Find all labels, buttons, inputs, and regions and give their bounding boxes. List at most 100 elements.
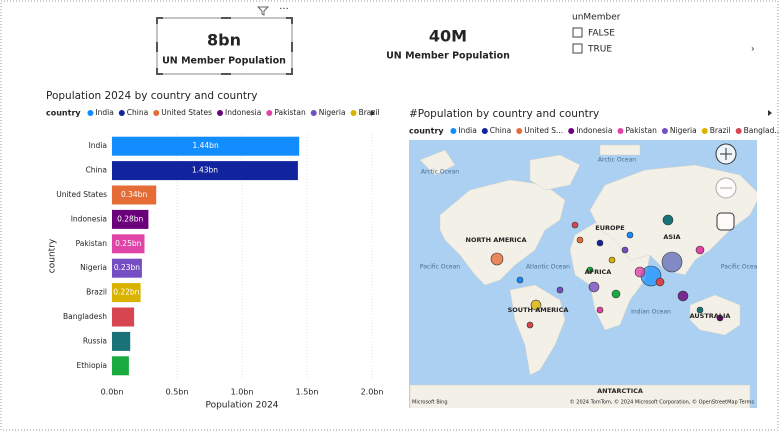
map[interactable]: Arctic Ocean Arctic Ocean NORTH AMERICA EUR… xyxy=(409,140,761,410)
legend-marker xyxy=(450,128,457,134)
map-label: NORTH AMERICA xyxy=(466,236,527,244)
map-label: SOUTH AMERICA xyxy=(508,306,569,314)
slicer-option[interactable]: TRUE xyxy=(587,45,612,55)
legend-label: China xyxy=(127,108,148,117)
legend-marker xyxy=(217,110,224,116)
more-icon[interactable]: ··· xyxy=(279,4,289,15)
legend-marker xyxy=(153,110,160,116)
card-frame[interactable] xyxy=(156,17,293,75)
y-tick-label: Pakistan xyxy=(76,239,108,248)
legend-marker xyxy=(516,128,523,134)
legend-label: India xyxy=(458,126,476,135)
y-tick-label: United States xyxy=(56,190,107,199)
legend-marker xyxy=(701,128,708,134)
x-tick-label: 1.0bn xyxy=(231,388,254,397)
map-title: #Population by country and country xyxy=(409,108,599,120)
slicer-title: unMember xyxy=(572,13,621,23)
bar xyxy=(112,331,131,351)
card-label: UN Member Population xyxy=(386,51,510,62)
y-axis-title: country xyxy=(48,238,58,273)
map-label: Arctic Ocean xyxy=(598,157,636,164)
checkbox[interactable] xyxy=(572,43,583,54)
bar xyxy=(112,161,298,181)
y-tick-label: China xyxy=(86,166,107,175)
map-label: AUSTRALIA xyxy=(690,312,731,320)
map-label: Atlantic Ocean xyxy=(526,264,570,271)
bar xyxy=(112,209,149,229)
card-label: UN Member Population xyxy=(162,56,286,67)
legend-title: country xyxy=(409,127,444,136)
card-value: 40M xyxy=(429,27,467,46)
bar xyxy=(112,283,141,303)
legend-marker xyxy=(350,110,357,116)
map-label: Pacific Ocean xyxy=(420,264,460,271)
map-label: ASIA xyxy=(663,233,680,241)
map-label: Pacific Ocean xyxy=(721,264,761,271)
scroll-arrow[interactable]: › xyxy=(751,45,755,55)
legend-label: Nigeria xyxy=(319,108,346,117)
data-label: 1.43bn xyxy=(192,166,218,175)
x-tick-label: 0.5bn xyxy=(166,388,189,397)
map-label: AFRICA xyxy=(585,268,612,276)
legend-marker xyxy=(87,110,94,116)
data-label: 0.25bn xyxy=(115,239,141,248)
legend-marker xyxy=(310,110,317,116)
legend-marker xyxy=(266,110,273,116)
legend-label: India xyxy=(95,108,113,117)
legend-marker xyxy=(481,128,488,134)
bar xyxy=(112,234,145,254)
map-bubbles xyxy=(490,214,724,329)
legend-marker xyxy=(568,128,575,134)
x-tick-label: 2.0bn xyxy=(361,388,384,397)
legend-arrow[interactable] xyxy=(371,110,375,116)
card-value: 8bn xyxy=(207,31,241,50)
legend-marker xyxy=(661,128,668,134)
legend-label: United S... xyxy=(524,126,563,135)
bar xyxy=(112,185,157,205)
x-tick-label: 1.5bn xyxy=(296,388,319,397)
slicer-option[interactable]: FALSE xyxy=(588,29,615,39)
y-tick-label: Russia xyxy=(83,336,107,345)
y-tick-label: Brazil xyxy=(86,288,107,297)
x-tick-label: 0.0bn xyxy=(101,388,124,397)
legend-label: Brazil xyxy=(359,108,380,117)
land xyxy=(409,144,757,408)
bar xyxy=(112,258,142,278)
y-tick-label: Nigeria xyxy=(80,263,107,272)
data-label: 0.34bn xyxy=(121,190,147,199)
bar xyxy=(112,307,135,327)
legend-label: Indonesia xyxy=(225,108,261,117)
legend-label: Banglad... xyxy=(744,126,780,135)
y-tick-label: Indonesia xyxy=(71,214,107,223)
legend-label: China xyxy=(490,126,511,135)
legend-label: United States xyxy=(161,108,212,117)
bar xyxy=(112,356,129,376)
legend-title: country xyxy=(46,109,81,118)
y-tick-label: Ethiopia xyxy=(76,361,107,370)
map-label: Arctic Ocean xyxy=(421,169,459,176)
selection-handles xyxy=(156,17,293,75)
y-tick-label: Bangladesh xyxy=(63,312,107,321)
zoom-controls[interactable] xyxy=(715,143,737,231)
x-axis-title: Population 2024 xyxy=(205,401,278,411)
data-label: 0.28bn xyxy=(117,214,143,223)
legend-marker xyxy=(617,128,624,134)
map-label: ANTARCTICA xyxy=(597,387,643,395)
legend-marker xyxy=(118,110,125,116)
map-brand: Microsoft Bing xyxy=(412,400,448,406)
legend-label: Pakistan xyxy=(625,126,657,135)
data-label: 0.22bn xyxy=(113,288,139,297)
legend-label: Pakistan xyxy=(274,108,306,117)
checkbox[interactable] xyxy=(572,27,583,38)
y-tick-label: India xyxy=(89,141,107,150)
legend-arrow[interactable] xyxy=(768,110,772,116)
map-label: Indian Ocean xyxy=(631,309,671,316)
map-label: EUROPE xyxy=(595,224,624,232)
filter-icon[interactable] xyxy=(256,6,270,16)
data-label: 1.44bn xyxy=(192,141,218,150)
map-copyright: © 2024 TomTom, © 2024 Microsoft Corporat… xyxy=(570,399,755,406)
legend-label: Indonesia xyxy=(576,126,612,135)
chart-title: Population 2024 by country and country xyxy=(46,90,258,102)
bar xyxy=(112,136,300,156)
